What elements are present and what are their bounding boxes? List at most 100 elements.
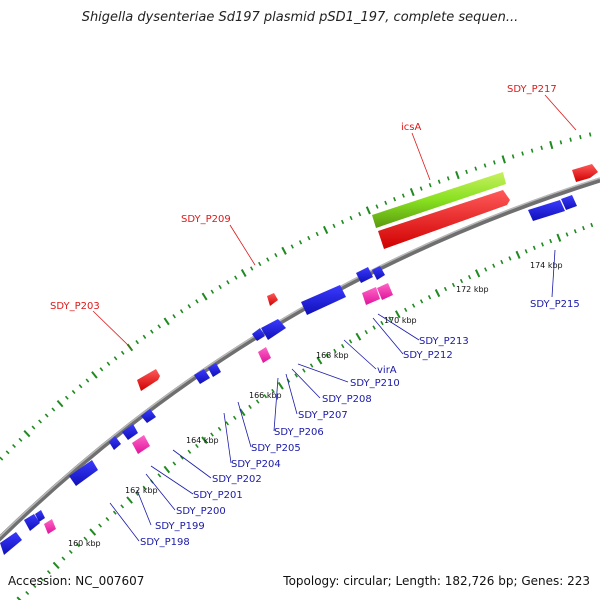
gene-feature-SDY_P202[interactable] [122, 424, 138, 440]
gene-feature-SDY_P215[interactable] [528, 200, 565, 221]
gene-feature-SDY_P198[interactable] [0, 532, 22, 555]
outer-tick-15 [91, 371, 98, 379]
label-virA[interactable]: virA [377, 365, 397, 376]
gene-feature-SDY_P201[interactable] [109, 436, 121, 450]
gene-feature-virA[interactable] [301, 285, 346, 315]
gene-feature-SDY_P199[interactable] [24, 514, 40, 531]
inner-tick-68 [540, 242, 544, 247]
label-SDY_P213[interactable]: SDY_P213 [419, 336, 469, 347]
label-SDY_P208[interactable]: SDY_P208 [322, 394, 372, 405]
outer-tick-48 [349, 215, 353, 221]
inner-tick-3 [39, 577, 44, 582]
gene-feature-icsA[interactable] [372, 172, 506, 228]
inner-tick-26 [210, 432, 214, 437]
label-SDY_P215[interactable]: SDY_P215 [530, 299, 580, 310]
label-SDY_P199[interactable]: SDY_P199 [155, 521, 205, 532]
outer-tick-44 [315, 231, 319, 237]
gene-feature-SDY_P204[interactable] [141, 409, 156, 423]
inner-tick-43 [341, 343, 345, 349]
gene-feature-SDY_P212[interactable] [356, 267, 373, 283]
outer-tick-18 [113, 356, 118, 361]
inner-tick-0 [16, 596, 22, 600]
inner-tick-49 [388, 316, 392, 321]
label-SDY_P210[interactable]: SDY_P210 [350, 378, 400, 389]
label-SDY_P207[interactable]: SDY_P207 [298, 410, 348, 421]
gene-feature-SDY_P200[interactable] [69, 460, 98, 486]
outer-tick-33 [226, 280, 230, 285]
outer-tick-29 [195, 299, 199, 304]
gene-feature-SDY_P217[interactable] [572, 164, 598, 182]
accession-text: Accession: NC_007607 [8, 574, 145, 588]
inner-tick-54 [427, 295, 432, 300]
inner-tick-30 [239, 408, 246, 417]
gene-feature-SDY_P209[interactable] [267, 293, 278, 306]
inner-tick-50 [394, 310, 401, 319]
inner-tick-ring [16, 222, 594, 600]
outer-tick-72 [569, 137, 572, 142]
gene-feature-SDY_P205[interactable] [194, 369, 210, 384]
outer-tick-22 [142, 334, 147, 339]
label-SDY_P198[interactable]: SDY_P198 [140, 537, 190, 548]
outer-tick-45 [322, 225, 329, 234]
outer-tick-27 [179, 309, 184, 314]
outer-tick-24 [157, 324, 162, 329]
inner-tick-70 [556, 233, 562, 242]
inner-tick-57 [451, 282, 456, 288]
label-SDY_P200[interactable]: SDY_P200 [176, 506, 226, 517]
outer-tick-63 [483, 163, 487, 168]
gene-feature-SDY_P205b[interactable] [208, 363, 221, 377]
inner-tick-44 [348, 339, 353, 344]
inner-tick-74 [590, 222, 594, 228]
outer-tick-3 [12, 444, 16, 449]
inner-tick-10 [89, 528, 97, 536]
leader-SDY_P198 [109, 502, 140, 542]
gene-feature-SDY_P199b[interactable] [35, 510, 45, 522]
rna-feature-SDY_P202[interactable] [132, 435, 150, 454]
gene-feature-SDY_P212b[interactable] [372, 266, 385, 280]
outer-tick-4 [18, 437, 23, 442]
label-icsA[interactable]: icsA [401, 122, 421, 133]
gene-feature-SDY_P215b[interactable] [561, 195, 577, 210]
label-SDY_P212[interactable]: SDY_P212 [403, 350, 453, 361]
outer-tick-8 [44, 413, 49, 418]
label-SDY_P209[interactable]: SDY_P209 [181, 214, 231, 225]
inner-tick-24 [195, 443, 199, 449]
inner-tick-52 [411, 303, 416, 308]
outer-tick-71 [559, 140, 563, 145]
outer-tick-1 [0, 456, 4, 461]
label-SDY_P205[interactable]: SDY_P205 [251, 443, 301, 454]
outer-tick-74 [588, 132, 592, 137]
inner-tick-67 [532, 245, 536, 250]
label-SDY_P203[interactable]: SDY_P203 [50, 301, 100, 312]
label-SDY_P204[interactable]: SDY_P204 [231, 459, 281, 470]
inner-tick-56 [443, 286, 448, 292]
inner-tick-4 [46, 570, 51, 575]
rna-feature-SDY_P206[interactable] [258, 347, 271, 363]
outer-tick-25 [163, 317, 170, 326]
outer-tick-39 [274, 253, 278, 258]
inner-tick-33 [263, 394, 268, 399]
gene-feature-SDY_P206[interactable] [252, 328, 265, 341]
gene-feature-icsA-cds[interactable] [378, 190, 510, 249]
inner-tick-72 [573, 229, 577, 234]
inner-tick-46 [364, 329, 368, 335]
label-SDY_P202[interactable]: SDY_P202 [212, 474, 262, 485]
label-SDY_P217[interactable]: SDY_P217 [507, 84, 557, 95]
label-SDY_P201[interactable]: SDY_P201 [193, 490, 243, 501]
inner-tick-20 [163, 465, 171, 474]
inner-tick-17 [142, 485, 147, 490]
outer-tick-17 [106, 361, 111, 366]
leader-SDY_P202 [172, 449, 212, 479]
outer-feature-labels: SDY_P203 SDY_P209 icsA SDY_P217 [50, 84, 557, 312]
outer-tick-61 [465, 169, 468, 174]
rna-feature-SDY_P199[interactable] [44, 519, 56, 534]
inner-tick-45 [355, 332, 362, 341]
rna-feature-SDY_P213[interactable] [377, 283, 393, 300]
label-SDY_P206[interactable]: SDY_P206 [274, 427, 324, 438]
gene-feature-SDY_P207[interactable] [261, 319, 286, 340]
outer-tick-51 [375, 204, 379, 209]
rna-feature-SDY_P212[interactable] [362, 287, 380, 305]
outer-tick-73 [579, 134, 582, 140]
gene-feature-SDY_P203[interactable] [137, 369, 160, 391]
